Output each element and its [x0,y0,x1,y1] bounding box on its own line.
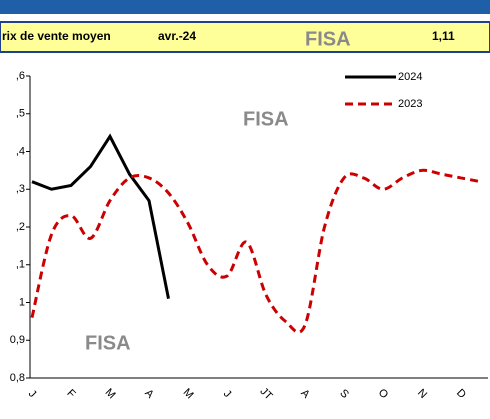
header-value: 1,11 [432,29,455,43]
logo: FISA [243,108,289,130]
legend-label: 2023 [398,98,422,110]
logo: FISA [85,332,131,354]
y-tick-label: ,1 [16,259,25,271]
y-tick-label: ,4 [16,145,25,157]
series-line [31,133,170,300]
series-line [30,168,481,334]
y-tick-label: ,3 [16,183,25,195]
y-tick-label: 1 [19,296,25,308]
legend-label: 2024 [398,71,422,83]
header-row [0,21,490,53]
header-period: avr.-24 [158,29,196,43]
y-tick-label: ,6 [16,70,25,82]
y-tick-label: 0,8 [10,372,25,384]
logo: FISA [305,28,351,50]
title-bar [0,0,490,14]
y-tick-label: ,5 [16,108,25,120]
y-tick-label: 0,9 [10,334,25,346]
y-tick-label: ,2 [16,221,25,233]
header-label: rix de vente moyen [2,29,111,43]
